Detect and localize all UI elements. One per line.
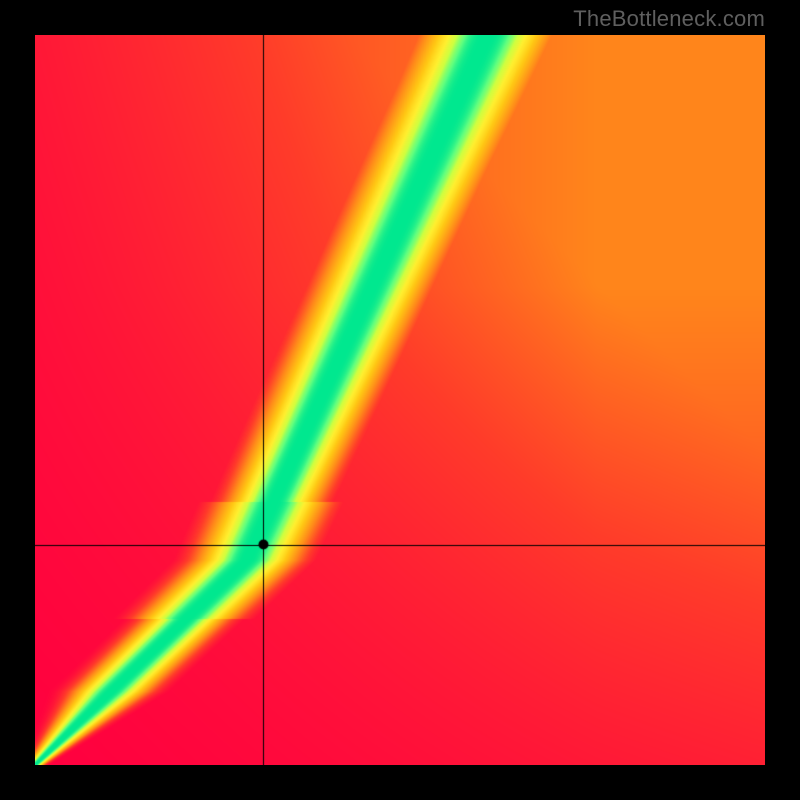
bottleneck-heatmap xyxy=(35,35,765,765)
chart-container: TheBottleneck.com xyxy=(0,0,800,800)
watermark-text: TheBottleneck.com xyxy=(573,6,765,32)
